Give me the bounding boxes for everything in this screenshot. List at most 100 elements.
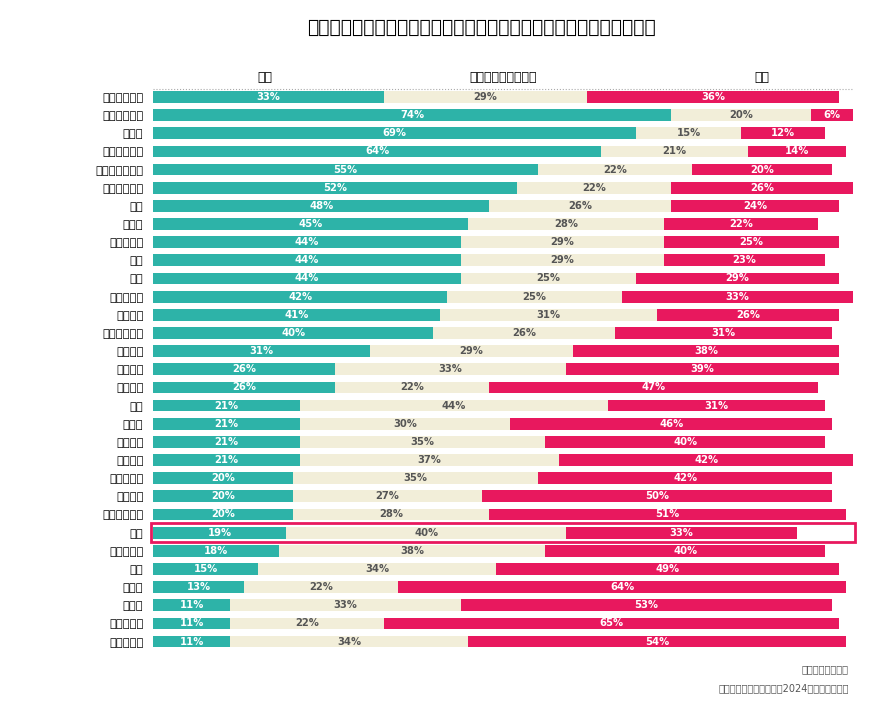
Text: 31%: 31% xyxy=(704,401,729,411)
Bar xyxy=(657,309,839,321)
Text: 21%: 21% xyxy=(214,418,239,429)
Bar xyxy=(153,145,601,157)
Text: 25%: 25% xyxy=(522,291,547,302)
Bar xyxy=(153,454,300,466)
Text: 44%: 44% xyxy=(295,237,319,247)
Bar xyxy=(300,454,559,466)
Text: 34%: 34% xyxy=(337,637,361,647)
Bar xyxy=(370,345,573,357)
Bar xyxy=(461,254,664,266)
Text: 28%: 28% xyxy=(379,510,403,519)
Text: 55%: 55% xyxy=(333,164,358,175)
Text: 22%: 22% xyxy=(295,618,319,628)
Text: 24%: 24% xyxy=(743,201,767,211)
Text: 15%: 15% xyxy=(193,564,218,574)
Text: 21%: 21% xyxy=(214,455,239,465)
Text: 41%: 41% xyxy=(284,310,309,320)
Bar xyxy=(153,436,300,448)
Text: 33%: 33% xyxy=(256,92,281,102)
Text: 42%: 42% xyxy=(673,473,697,483)
Bar xyxy=(433,327,615,339)
Bar xyxy=(566,526,797,538)
Text: 40%: 40% xyxy=(673,437,697,447)
Bar xyxy=(545,545,825,557)
Text: 26%: 26% xyxy=(232,364,256,374)
Bar xyxy=(489,508,846,520)
Text: 22%: 22% xyxy=(603,164,627,175)
Text: 25%: 25% xyxy=(739,237,764,247)
Text: 44%: 44% xyxy=(442,401,466,411)
Bar xyxy=(671,110,811,121)
Bar xyxy=(300,436,545,448)
Text: 20%: 20% xyxy=(729,110,753,120)
Text: 20%: 20% xyxy=(750,164,774,175)
Text: 6%: 6% xyxy=(823,110,841,120)
Text: 48%: 48% xyxy=(309,201,333,211)
Text: 44%: 44% xyxy=(295,274,319,284)
Text: 38%: 38% xyxy=(694,346,718,356)
Bar xyxy=(461,237,664,248)
Text: 33%: 33% xyxy=(333,600,358,610)
Bar xyxy=(151,524,855,542)
Bar xyxy=(153,110,671,121)
Text: 29%: 29% xyxy=(459,346,484,356)
Text: 39%: 39% xyxy=(690,364,715,374)
Text: 40%: 40% xyxy=(281,328,305,338)
Text: 12%: 12% xyxy=(771,128,795,138)
Bar xyxy=(384,91,587,103)
Bar xyxy=(748,145,846,157)
Text: 45%: 45% xyxy=(298,219,323,229)
Bar xyxy=(538,472,832,484)
Text: 31%: 31% xyxy=(711,328,736,338)
Bar xyxy=(153,218,468,230)
Bar xyxy=(664,237,839,248)
Text: 11%: 11% xyxy=(179,600,204,610)
Bar xyxy=(153,272,461,284)
Text: 26%: 26% xyxy=(232,383,256,392)
Bar xyxy=(335,381,489,393)
Text: 51%: 51% xyxy=(655,510,680,519)
Bar xyxy=(153,309,440,321)
Bar xyxy=(692,164,832,176)
Text: 27%: 27% xyxy=(375,491,400,501)
Bar xyxy=(279,545,545,557)
Bar xyxy=(153,345,370,357)
Bar xyxy=(300,418,510,430)
Text: 19%: 19% xyxy=(207,528,232,538)
Text: 44%: 44% xyxy=(295,256,319,265)
Bar xyxy=(153,472,293,484)
Bar xyxy=(496,563,839,575)
Text: 36%: 36% xyxy=(701,92,725,102)
Text: 13%: 13% xyxy=(186,582,211,592)
Text: 29%: 29% xyxy=(550,237,575,247)
Bar xyxy=(153,200,489,212)
Bar xyxy=(153,545,279,557)
Text: 46%: 46% xyxy=(659,418,683,429)
Text: 22%: 22% xyxy=(582,183,606,193)
Bar xyxy=(293,491,482,502)
Bar xyxy=(517,182,671,194)
Bar xyxy=(510,418,832,430)
Text: 74%: 74% xyxy=(400,110,424,120)
Text: 65%: 65% xyxy=(599,618,624,628)
Bar xyxy=(664,218,818,230)
Bar xyxy=(461,272,636,284)
Text: 22%: 22% xyxy=(729,219,753,229)
Text: あなたの国における教育システムの全体的な質をどう評価しますか？: あなたの国における教育システムの全体的な質をどう評価しますか？ xyxy=(307,18,655,37)
Text: 40%: 40% xyxy=(414,528,438,538)
Bar xyxy=(153,237,461,248)
Bar xyxy=(622,291,853,303)
Bar xyxy=(153,508,293,520)
Text: 26%: 26% xyxy=(568,201,592,211)
Text: イプソス「教育モニター2024」調査レポート: イプソス「教育モニター2024」調査レポート xyxy=(718,684,849,694)
Bar xyxy=(636,127,741,139)
Text: 34%: 34% xyxy=(365,564,389,574)
Text: どちらともいえない: どちらともいえない xyxy=(469,71,537,84)
Bar xyxy=(384,618,839,629)
Text: 69%: 69% xyxy=(382,128,407,138)
Bar xyxy=(153,127,636,139)
Bar xyxy=(153,364,335,375)
Text: 52%: 52% xyxy=(323,183,347,193)
Text: 15%: 15% xyxy=(676,128,701,138)
Bar xyxy=(300,399,608,411)
